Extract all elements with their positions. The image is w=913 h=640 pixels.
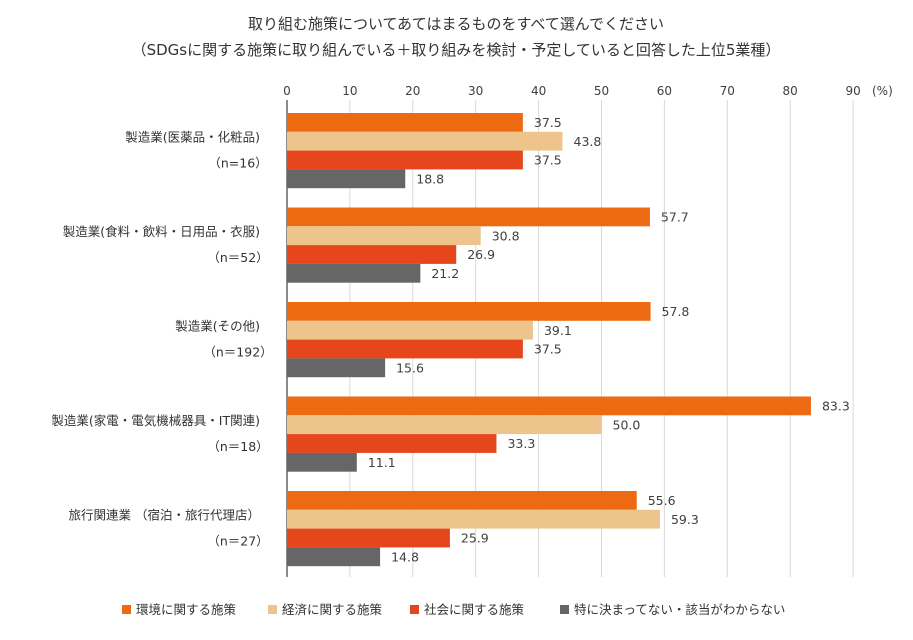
legend-label: 特に決まってない・該当がわからない	[574, 602, 785, 617]
category-label: 旅行関連業 （宿泊・旅行代理店）	[69, 508, 260, 523]
bar	[287, 358, 386, 378]
category-n-label: （n＝52）	[207, 250, 268, 265]
bar	[287, 302, 651, 321]
bar	[287, 113, 523, 132]
x-tick-label: 60	[657, 84, 672, 98]
bar	[287, 226, 481, 246]
legend: 環境に関する施策 経済に関する施策 社会に関する施策 特に決まってない・該当がわからな…	[122, 602, 785, 617]
data-label: 18.8	[416, 171, 444, 186]
category-n-label: （n＝27）	[207, 534, 268, 549]
category-labels: 製造業(医薬品・化粧品) （n=16） 製造業(食料・飲料・日用品・衣服) （n＝52…	[51, 130, 272, 549]
data-label: 37.5	[534, 342, 562, 357]
category-label: 製造業(その他)	[175, 319, 260, 334]
bar	[287, 150, 523, 170]
data-label: 15.6	[396, 360, 424, 375]
bar	[287, 263, 421, 283]
bars: 37.5 43.8 37.5 18.8 57.7 30.8 26.9 21.2 57.8 39.1…	[287, 113, 850, 567]
data-label: 57.7	[661, 210, 689, 225]
data-label: 55.6	[648, 493, 676, 508]
data-label: 25.9	[461, 531, 489, 546]
chart-title: 取り組む施策についてあてはまるものをすべて選んでください	[248, 15, 664, 33]
x-tick-label: 90	[845, 84, 860, 98]
bar	[287, 509, 660, 529]
bar	[287, 434, 497, 453]
data-label: 33.3	[507, 436, 535, 451]
category-label: 製造業(食料・飲料・日用品・衣服)	[63, 224, 260, 239]
data-label: 50.0	[613, 417, 641, 432]
x-tick-label: 40	[531, 84, 546, 98]
bar	[287, 320, 533, 340]
x-tick-label: 0	[283, 84, 291, 98]
category-n-label: （n=16）	[208, 156, 267, 171]
data-label: 14.8	[391, 549, 419, 564]
axis-unit-label: (%)	[872, 84, 893, 98]
bar	[287, 452, 357, 472]
legend-swatch	[560, 605, 569, 614]
bar	[287, 207, 650, 227]
category-label: 製造業(医薬品・化粧品)	[125, 130, 260, 145]
data-label: 37.5	[534, 115, 562, 130]
legend-label: 環境に関する施策	[136, 602, 237, 617]
data-label: 30.8	[492, 228, 520, 243]
legend-swatch	[410, 605, 419, 614]
bar	[287, 415, 602, 435]
x-axis-ticks: 0 10 20 30 40 50 60 70 80 90	[283, 84, 861, 98]
data-label: 37.5	[534, 153, 562, 168]
x-tick-label: 70	[720, 84, 735, 98]
legend-swatch	[122, 605, 131, 614]
data-label: 21.2	[431, 266, 459, 281]
bar	[287, 169, 406, 189]
chart-subtitle: （SDGsに関する施策に取り組んでいる＋取り組みを検討・予定していると回答した上…	[132, 41, 781, 59]
x-tick-label: 30	[468, 84, 483, 98]
data-label: 43.8	[574, 134, 602, 149]
category-label: 製造業(家電・電気機械器具・IT関連)	[51, 413, 260, 428]
bar	[287, 547, 381, 567]
x-tick-label: 20	[405, 84, 420, 98]
x-tick-label: 10	[342, 84, 357, 98]
x-tick-label: 80	[783, 84, 798, 98]
bar	[287, 491, 637, 510]
data-label: 39.1	[544, 323, 572, 338]
legend-label: 社会に関する施策	[424, 602, 525, 617]
legend-label: 経済に関する施策	[282, 602, 383, 617]
category-n-label: （n＝18）	[207, 439, 268, 454]
bar	[287, 339, 523, 359]
category-n-label: （n＝192）	[203, 345, 272, 360]
bar	[287, 528, 450, 548]
data-label: 11.1	[368, 455, 396, 470]
data-label: 57.8	[662, 304, 690, 319]
data-label: 83.3	[822, 399, 850, 414]
bar	[287, 131, 563, 151]
data-label: 26.9	[467, 247, 495, 262]
bar	[287, 245, 457, 264]
legend-swatch	[268, 605, 277, 614]
data-label: 59.3	[671, 512, 699, 527]
bar	[287, 396, 811, 416]
x-tick-label: 50	[594, 84, 609, 98]
